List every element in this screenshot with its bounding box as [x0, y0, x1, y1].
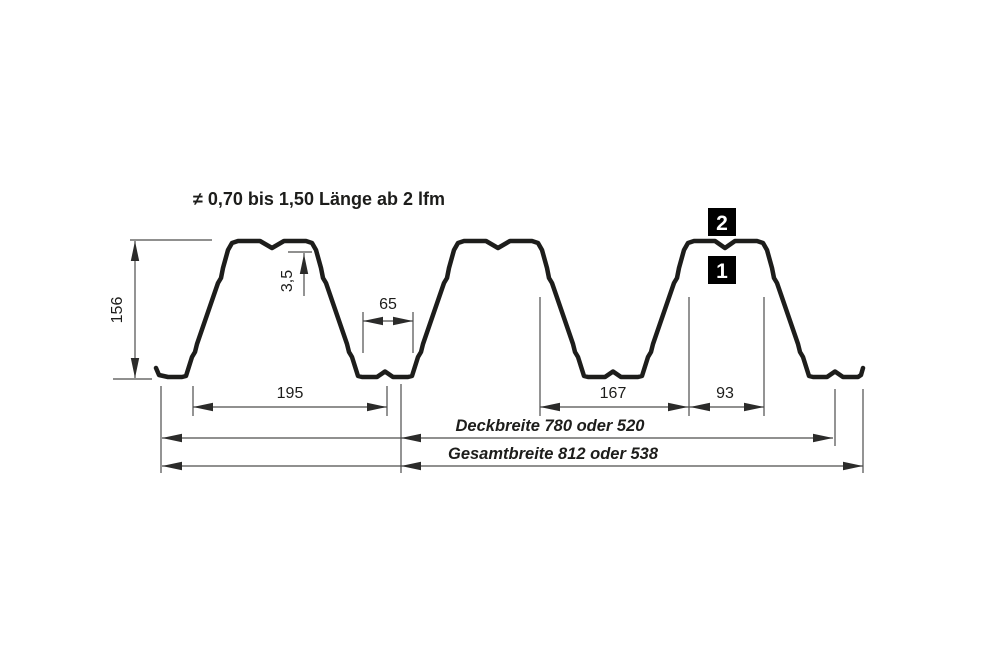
side-badge-bottom-label: 1 — [716, 260, 728, 283]
notch-up-arrow — [299, 254, 309, 274]
cover-right-arrow — [813, 433, 833, 443]
notch-dimension-label: 3,5 — [279, 270, 296, 292]
valley-left-arrow — [363, 316, 383, 326]
cover-mid-arrow — [401, 433, 421, 443]
cover-left-arrow — [162, 433, 182, 443]
overall-left-arrow — [162, 461, 182, 471]
height-down-arrow — [130, 358, 140, 378]
dimension-lines — [134, 241, 863, 467]
drawing-title: ≠ 0,70 bis 1,50 Länge ab 2 lfm — [193, 189, 445, 209]
opening-left-arrow — [540, 402, 560, 412]
side-badge-top: 2 — [708, 208, 736, 236]
arrowheads — [130, 241, 863, 471]
side-badge-top-box — [708, 208, 736, 236]
extension-lines — [113, 239, 864, 473]
opening-dimension-label: 167 — [600, 385, 627, 402]
pitch-left-arrow — [193, 402, 213, 412]
side-badge-top-label: 2 — [716, 212, 728, 235]
valley-dimension-label: 65 — [379, 296, 397, 313]
pitch-right-arrow — [367, 402, 387, 412]
valley-right-arrow — [393, 316, 413, 326]
side-badge-bottom-box — [708, 256, 736, 284]
cover-width-label: Deckbreite 780 oder 520 — [456, 417, 646, 435]
pitch-dimension-label: 195 — [277, 385, 304, 402]
overall-right-arrow — [843, 461, 863, 471]
sheet-profile-outline — [153, 238, 866, 380]
crest-left-arrow — [690, 402, 710, 412]
overall-width-label: Gesamtbreite 812 oder 538 — [448, 445, 659, 463]
side-badge-bottom: 1 — [708, 256, 736, 284]
crest-right-arrow — [744, 402, 764, 412]
height-dimension-label: 156 — [109, 297, 126, 324]
overall-mid-arrow — [401, 461, 421, 471]
crest-dimension-label: 93 — [716, 385, 734, 402]
height-up-arrow — [130, 241, 140, 261]
opening-right-arrow — [668, 402, 688, 412]
